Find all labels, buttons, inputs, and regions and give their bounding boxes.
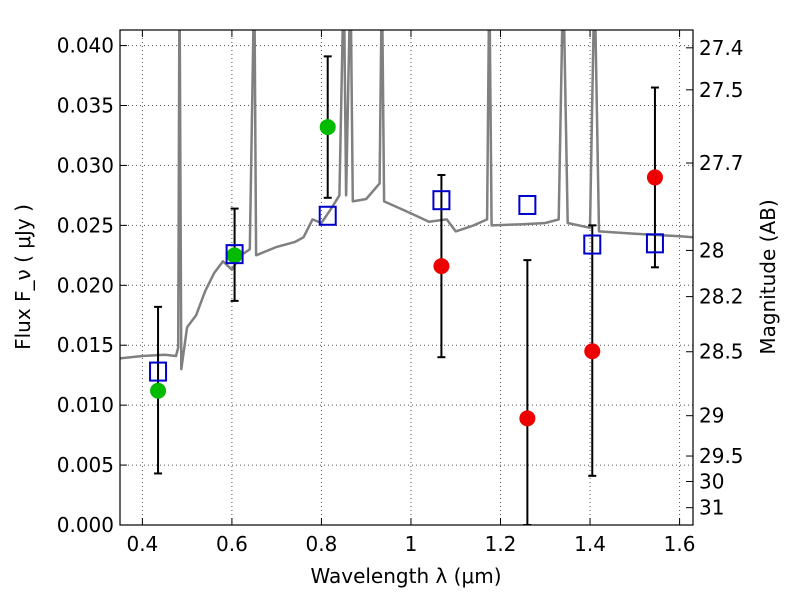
y-tick-label: 0.000	[57, 513, 114, 537]
y-tick-label: 0.020	[57, 273, 114, 297]
y-axis-title: Flux F_ν ( μJy )	[11, 204, 35, 350]
y2-tick-label: 30	[699, 469, 724, 493]
y2-tick-label: 29	[699, 404, 724, 428]
x-tick-label: 0.6	[216, 532, 248, 556]
y2-axis-title: Magnitude (AB)	[756, 199, 780, 354]
y-tick-label: 0.010	[57, 393, 114, 417]
x-tick-label: 1.6	[664, 532, 696, 556]
y-tick-label: 0.005	[57, 453, 114, 477]
tick-layer: 0.4 0.6 0.8 1 1.2 1.4 1.6 0.000 0.005 0.010 0.015 0…	[57, 30, 744, 556]
y2-tick-label: 29.5	[699, 444, 744, 468]
y-tick-label: 0.035	[57, 94, 114, 118]
green-data-point	[319, 119, 336, 136]
y2-tick-label: 27.5	[699, 78, 744, 102]
plot-frame	[119, 29, 694, 526]
y-tick-label: 0.025	[57, 213, 114, 237]
model-square-point	[645, 233, 664, 254]
x-tick-label: 0.8	[306, 532, 338, 556]
y2-tick-label: 31	[699, 496, 724, 520]
y-tick-label: 0.030	[57, 153, 114, 177]
y2-tick-label: 28.2	[699, 285, 744, 309]
model-square-point	[318, 205, 337, 226]
y-tick-label: 0.040	[57, 34, 114, 58]
y-tick-label: 0.015	[57, 333, 114, 357]
x-tick-label: 1	[405, 532, 418, 556]
model-square-point	[225, 244, 244, 265]
x-tick-label: 1.2	[485, 532, 517, 556]
green-data-point	[226, 247, 243, 264]
red-data-point	[584, 343, 601, 360]
x-tick-label: 0.4	[126, 532, 158, 556]
plot-layer	[120, 30, 693, 525]
model-square-point	[149, 361, 168, 382]
grid-layer	[120, 30, 693, 526]
model-square-point	[432, 190, 451, 211]
red-data-point	[646, 169, 663, 186]
model-spectrum-line	[120, 30, 693, 371]
model-square-point	[583, 234, 602, 255]
green-data-point	[150, 382, 167, 399]
red-data-point	[519, 410, 536, 427]
x-tick-label: 1.4	[574, 532, 606, 556]
red-data-point	[433, 258, 450, 275]
model-square-point	[518, 194, 537, 215]
y2-tick-label: 28	[699, 238, 724, 262]
y2-tick-label: 27.4	[699, 36, 744, 60]
y2-tick-label: 27.7	[699, 151, 744, 175]
y2-tick-label: 28.5	[699, 340, 744, 364]
x-axis-title: Wavelength λ (μm)	[310, 564, 501, 588]
